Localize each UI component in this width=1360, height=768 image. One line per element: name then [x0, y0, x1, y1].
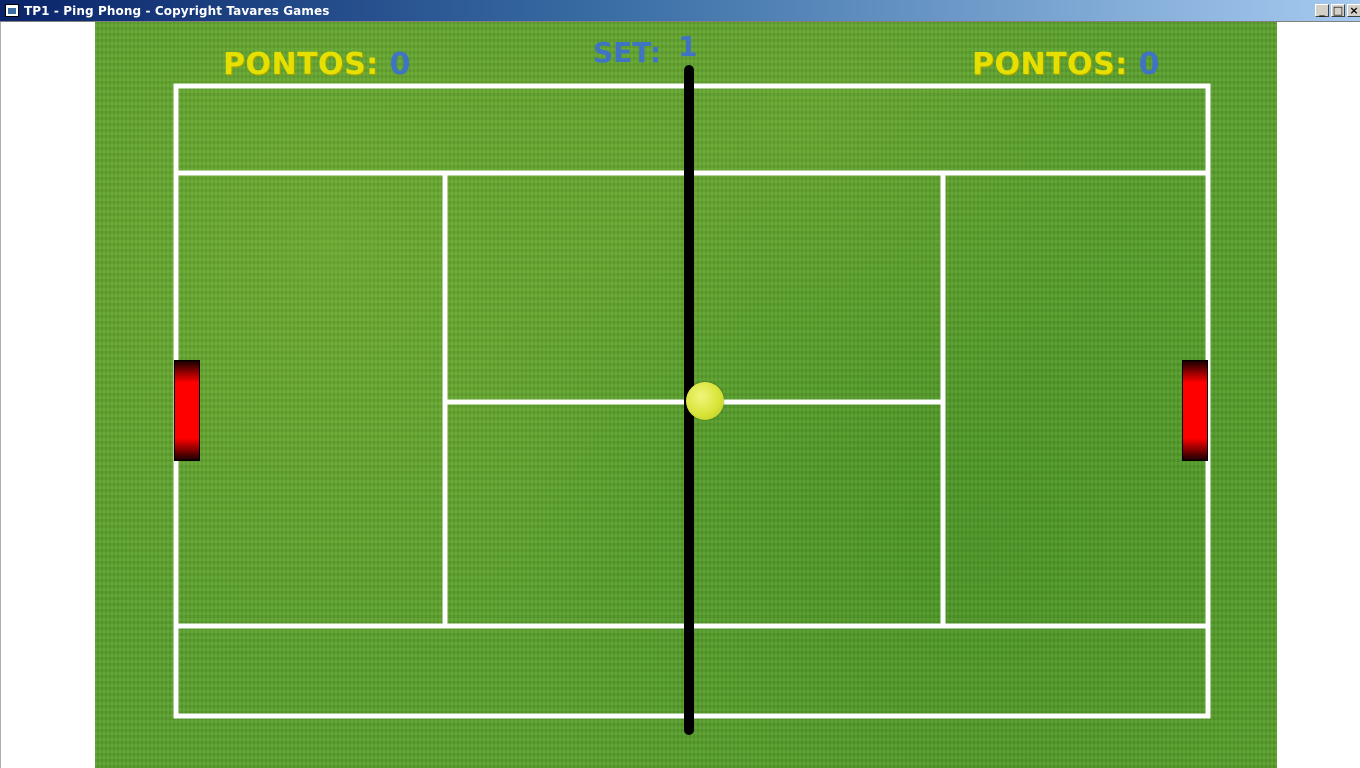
left-score-label: PONTOS:	[223, 47, 379, 82]
right-score-label: PONTOS:	[972, 47, 1128, 82]
close-button[interactable]: ×	[1347, 4, 1360, 17]
maximize-button[interactable]: □	[1331, 4, 1345, 17]
set-label: SET:	[593, 36, 662, 69]
right-score-value: 0	[1138, 47, 1160, 82]
set-value: 1	[678, 30, 698, 63]
left-paddle[interactable]	[174, 360, 200, 461]
game-client-area: PONTOS: 0 PONTOS: 0 SET: 1	[0, 22, 1360, 768]
app-icon[interactable]	[5, 4, 19, 17]
right-paddle[interactable]	[1182, 360, 1208, 461]
game-field[interactable]: PONTOS: 0 PONTOS: 0 SET: 1	[95, 22, 1277, 768]
window-title: TP1 - Ping Phong - Copyright Tavares Gam…	[24, 4, 330, 18]
minimize-button[interactable]: _	[1315, 4, 1329, 17]
title-bar[interactable]: TP1 - Ping Phong - Copyright Tavares Gam…	[0, 0, 1360, 22]
right-score: PONTOS: 0	[972, 50, 1160, 80]
left-score: PONTOS: 0	[223, 50, 411, 80]
court-lines	[173, 65, 1211, 735]
tennis-ball	[686, 382, 724, 420]
left-score-value: 0	[389, 47, 411, 82]
